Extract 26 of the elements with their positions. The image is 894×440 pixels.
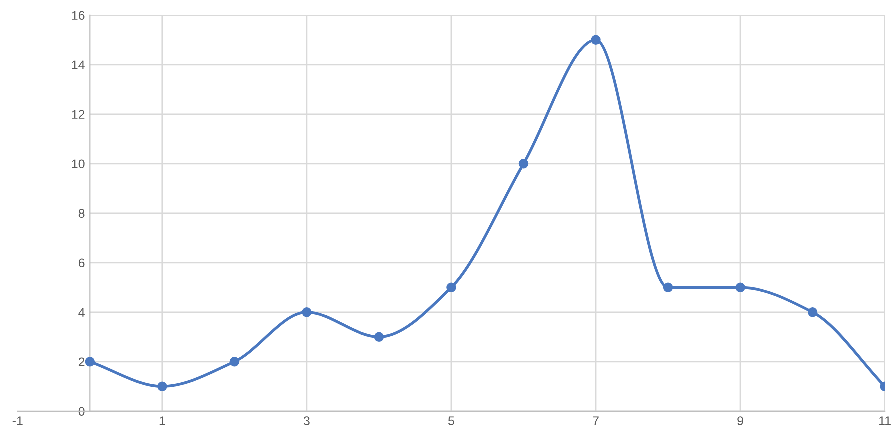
x-tick-label: -1 — [12, 416, 23, 426]
x-tick-label: 5 — [448, 416, 454, 426]
point — [374, 332, 384, 342]
point — [230, 357, 240, 367]
point — [85, 357, 96, 367]
point — [518, 159, 529, 169]
y-tick-label: 12 — [72, 110, 85, 119]
x-tick-label: 9 — [738, 416, 744, 426]
y-tick-label: 16 — [72, 11, 85, 20]
point — [808, 308, 818, 318]
x-tick-label: 7 — [593, 416, 599, 426]
y-tick-label: 14 — [72, 60, 85, 70]
point — [663, 282, 674, 293]
y-tick-label: 10 — [72, 160, 85, 169]
y-tick-label: 2 — [78, 358, 85, 366]
y-tick-label: 8 — [78, 209, 85, 218]
point — [158, 382, 168, 392]
x-tick-label: 3 — [304, 416, 310, 426]
point — [446, 282, 456, 293]
point — [302, 308, 312, 318]
x-tick-label: 1 — [160, 416, 166, 426]
y-tick-label: 4 — [78, 308, 85, 317]
point — [736, 282, 746, 293]
x-tick-label: 11 — [880, 416, 891, 426]
point — [591, 35, 601, 46]
y-tick-label: 6 — [78, 258, 85, 268]
